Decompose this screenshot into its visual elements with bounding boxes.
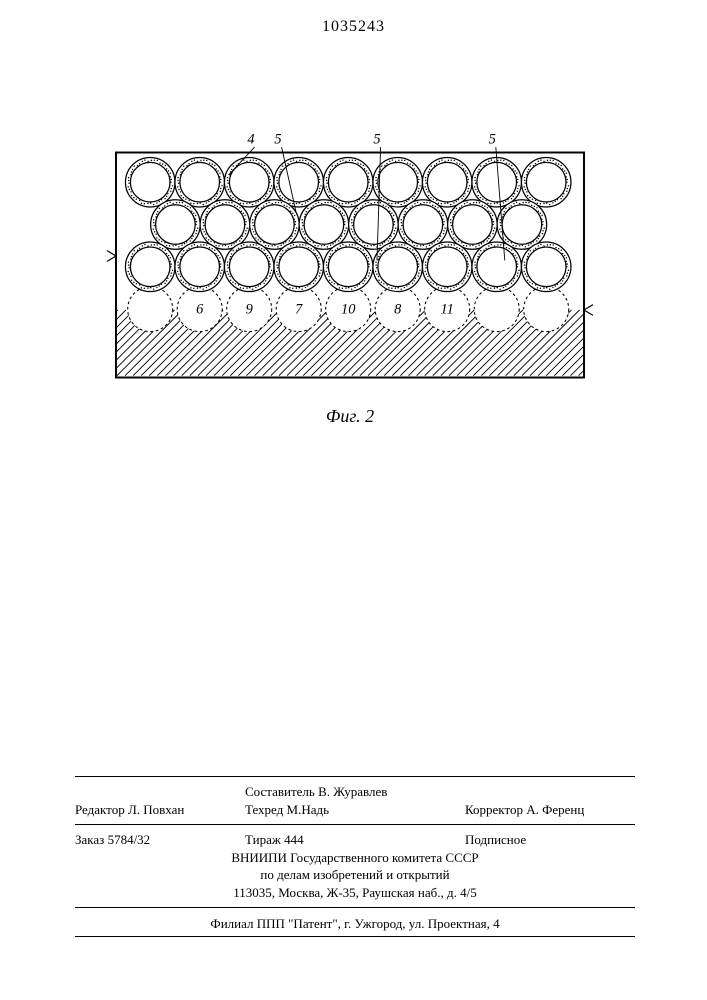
- svg-text:5: 5: [274, 132, 281, 148]
- order: 5784/32: [108, 832, 151, 847]
- svg-text:8: 8: [394, 302, 402, 318]
- figure-2: 6 9 7 10 8 11 4 5 5 5 Фиг. 2: [90, 130, 610, 427]
- svg-text:11: 11: [441, 302, 454, 318]
- corrector: А. Ференц: [526, 802, 584, 817]
- footer: Филиал ППП "Патент", г. Ужгород, ул. Про…: [75, 916, 635, 941]
- tirazh: 444: [284, 832, 304, 847]
- svg-text:5: 5: [489, 132, 496, 148]
- svg-text:4: 4: [247, 132, 254, 148]
- corrector-label: Корректор: [465, 802, 523, 817]
- svg-text:6: 6: [196, 302, 204, 318]
- tirazh-label: Тираж: [245, 832, 281, 847]
- svg-text:9: 9: [246, 302, 253, 318]
- address: 113035, Москва, Ж-35, Раушская наб., д. …: [75, 884, 635, 902]
- svg-text:5: 5: [373, 132, 380, 148]
- org-line-1: ВНИИПИ Государственного комитета СССР: [75, 849, 635, 867]
- org-line-2: по делам изобретений и открытий: [75, 866, 635, 884]
- compiler: В. Журавлев: [318, 784, 387, 799]
- tech-label: Техред: [245, 802, 283, 817]
- order-label: Заказ: [75, 832, 104, 847]
- tech: М.Надь: [287, 802, 330, 817]
- subscription: Подписное: [465, 831, 635, 849]
- figure-caption: Фиг. 2: [90, 406, 610, 427]
- editor-label: Редактор: [75, 802, 125, 817]
- svg-text:7: 7: [295, 302, 303, 318]
- credits-block: Составитель В. Журавлев Редактор Л. Повх…: [75, 770, 635, 914]
- editor: Л. Повхан: [128, 802, 184, 817]
- footer-text: Филиал ППП "Патент", г. Ужгород, ул. Про…: [75, 916, 635, 932]
- compiler-label: Составитель: [245, 784, 315, 799]
- svg-text:10: 10: [341, 302, 356, 318]
- figure-svg: 6 9 7 10 8 11 4 5 5 5: [90, 130, 610, 400]
- page-number: 1035243: [0, 18, 707, 36]
